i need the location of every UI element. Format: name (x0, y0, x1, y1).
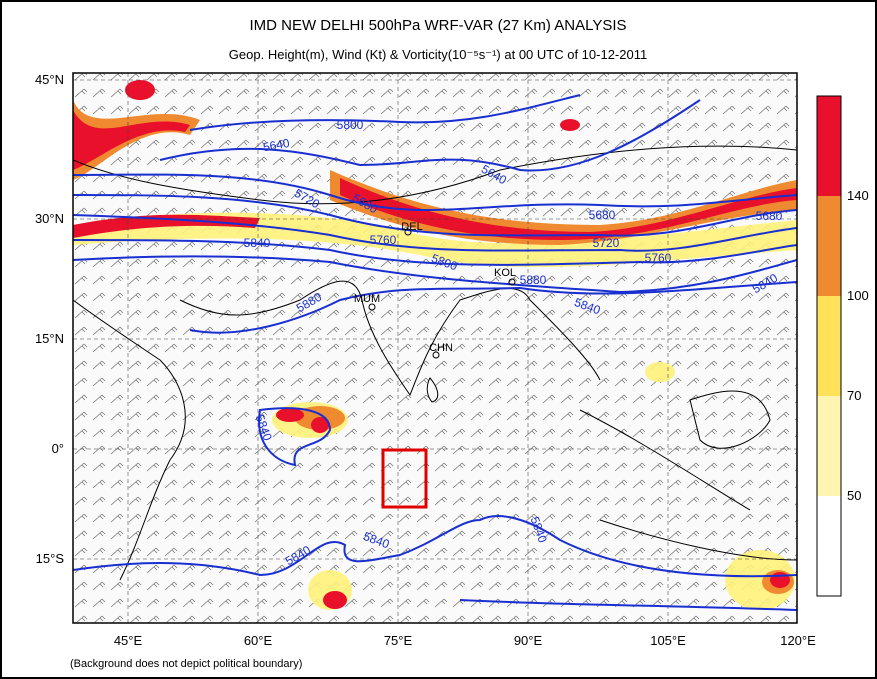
contour-label: 5840 (244, 236, 271, 250)
lat-label: 0° (52, 441, 64, 456)
colorbar-label: 100 (847, 288, 869, 303)
lat-label: 15°S (36, 551, 65, 566)
lat-label: 30°N (35, 211, 64, 226)
height-contours (73, 94, 797, 611)
lon-label: 105°E (650, 633, 686, 648)
footnote: (Background does not depict political bo… (70, 658, 302, 670)
subtitle: Geop. Height(m), Wind (Kt) & Vorticity(1… (229, 47, 647, 62)
wind-barbs (73, 73, 797, 623)
highlight-box (381, 448, 428, 509)
title: IMD NEW DELHI 500hPa WRF-VAR (27 Km) ANA… (249, 17, 626, 34)
map-border (72, 72, 798, 624)
lon-label: 75°E (384, 633, 413, 648)
colorbar-bin (817, 296, 841, 396)
contour-label: 5880 (520, 273, 547, 287)
lat-label: 15°N (35, 331, 64, 346)
colorbar-label: 70 (847, 388, 861, 403)
city-label: KOL (494, 267, 516, 279)
city-label: MUM (354, 293, 380, 305)
colorbar-border (816, 95, 842, 597)
city-label: CHN (429, 342, 453, 354)
contour-label: 5680 (589, 208, 616, 222)
colorbar-bin (817, 396, 841, 496)
lon-label: 90°E (514, 633, 543, 648)
colorbar-bin (817, 196, 841, 296)
colorbar-label: 140 (847, 188, 869, 203)
contour-label: 5800 (337, 118, 364, 132)
contour-label: 5680 (756, 209, 783, 223)
lon-label: 120°E (780, 633, 816, 648)
contour-label: 5760 (645, 251, 672, 265)
lon-label: 60°E (244, 633, 273, 648)
cities (368, 228, 516, 359)
colorbar-bin (817, 496, 841, 596)
contour-label: 5640 (262, 136, 291, 154)
lon-label: 45°E (114, 633, 143, 648)
graticule (73, 73, 797, 623)
colorbar-label: 50 (847, 488, 861, 503)
city-label: DEL (401, 221, 422, 233)
colorbar-bin (817, 96, 841, 196)
contour-label: 5720 (593, 236, 620, 250)
contour-label: 5760 (370, 233, 397, 247)
colorbar (816, 95, 842, 597)
lat-label: 45°N (35, 72, 64, 87)
